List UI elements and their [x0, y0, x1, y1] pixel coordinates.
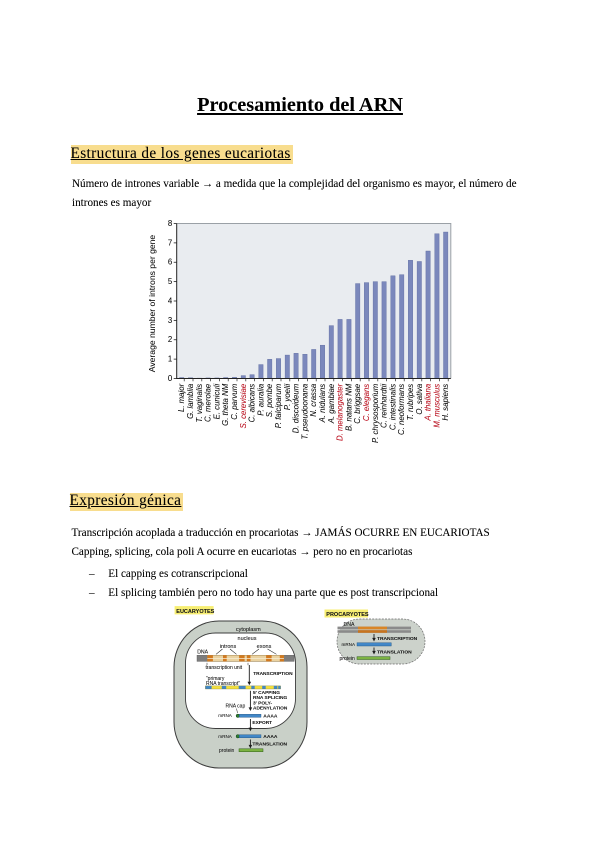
- svg-text:D. melanogaster: D. melanogaster: [336, 383, 345, 441]
- svg-text:“primary: “primary: [206, 676, 225, 682]
- svg-text:S. cerevisiae: S. cerevisiae: [239, 383, 248, 428]
- svg-text:TRANSLATION: TRANSLATION: [252, 742, 287, 748]
- svg-text:C. reinhardtii: C. reinhardtii: [380, 384, 389, 428]
- svg-text:exons: exons: [257, 644, 272, 650]
- svg-text:protein: protein: [219, 748, 235, 754]
- svg-text:G. lamblia: G. lamblia: [186, 383, 195, 419]
- svg-text:cytoplasm: cytoplasm: [236, 627, 261, 633]
- svg-text:7: 7: [168, 238, 172, 247]
- svg-text:3′ POLY-: 3′ POLY-: [253, 701, 273, 707]
- svg-text:0: 0: [168, 374, 173, 383]
- svg-text:T. vaginalis: T. vaginalis: [195, 384, 204, 423]
- svg-text:B. natans NM: B. natans NM: [344, 383, 353, 431]
- svg-text:PROCARYOTES: PROCARYOTES: [326, 612, 369, 618]
- svg-text:introns: introns: [220, 644, 237, 650]
- svg-text:C. neoformans: C. neoformans: [397, 384, 406, 435]
- svg-text:mRNA: mRNA: [342, 642, 356, 647]
- svg-text:N. crassa: N. crassa: [309, 383, 318, 417]
- svg-text:P. chrysosporium: P. chrysosporium: [371, 383, 380, 443]
- svg-text:C. briggsae: C. briggsae: [353, 383, 362, 424]
- svg-text:3: 3: [168, 316, 172, 325]
- svg-text:G. theta NM: G. theta NM: [221, 383, 230, 426]
- svg-text:S. pombe: S. pombe: [265, 383, 274, 417]
- svg-text:nucleus: nucleus: [238, 636, 257, 642]
- svg-text:mRNA: mRNA: [218, 734, 232, 739]
- svg-text:5: 5: [168, 277, 173, 286]
- svg-text:8: 8: [168, 219, 172, 228]
- svg-text:transcription unit: transcription unit: [206, 665, 243, 671]
- svg-text:A. thaliana: A. thaliana: [424, 383, 433, 422]
- svg-text:M. musculus: M. musculus: [432, 384, 441, 428]
- svg-text:C. albicans: C. albicans: [248, 384, 257, 423]
- svg-text:P. falciparum: P. falciparum: [274, 383, 283, 428]
- svg-text:P. auralia: P. auralia: [256, 383, 265, 416]
- svg-text:5′ CAPPING: 5′ CAPPING: [253, 690, 280, 696]
- svg-text:O. sativa: O. sativa: [415, 383, 424, 414]
- svg-text:RNA transcript”: RNA transcript”: [206, 681, 240, 687]
- svg-text:EXPORT: EXPORT: [252, 720, 272, 726]
- svg-text:A. gambiae: A. gambiae: [327, 383, 336, 424]
- svg-text:D. discoideum: D. discoideum: [292, 383, 301, 433]
- svg-text:C. merolae: C. merolae: [204, 383, 213, 422]
- svg-text:4: 4: [168, 296, 173, 305]
- svg-text:T. rubripes: T. rubripes: [406, 384, 415, 421]
- svg-text:RNA SPLICING: RNA SPLICING: [253, 695, 287, 701]
- svg-text:RNA cap: RNA cap: [226, 704, 246, 710]
- svg-text:ADENYLATION: ADENYLATION: [253, 706, 288, 712]
- svg-text:AAAA: AAAA: [263, 734, 278, 740]
- svg-text:P. yoelii: P. yoelii: [283, 384, 292, 411]
- svg-text:A. nidulans: A. nidulans: [318, 384, 327, 424]
- svg-text:1: 1: [168, 355, 172, 364]
- svg-text:H. sapiens: H. sapiens: [441, 384, 450, 421]
- svg-text:AAAA: AAAA: [263, 714, 278, 720]
- svg-text:mRNA: mRNA: [218, 713, 232, 718]
- svg-text:EUCARYOTES: EUCARYOTES: [176, 609, 214, 615]
- svg-text:L. major: L. major: [177, 383, 186, 412]
- svg-text:protein: protein: [340, 656, 356, 662]
- svg-text:TRANSLATION: TRANSLATION: [377, 650, 412, 656]
- svg-text:TRANSCRIPTION: TRANSCRIPTION: [377, 636, 418, 642]
- svg-text:C. intestinalis: C. intestinalis: [388, 384, 397, 430]
- svg-text:T. pseudoonana: T. pseudoonana: [300, 383, 309, 439]
- svg-text:Average number of introns per: Average number of introns per gene: [147, 235, 157, 373]
- svg-text:C. elegans: C. elegans: [362, 384, 371, 421]
- svg-text:C. parvum: C. parvum: [230, 383, 239, 419]
- svg-text:E. cuniculi: E. cuniculi: [212, 384, 221, 420]
- svg-text:TRANSCRIPTION: TRANSCRIPTION: [253, 671, 293, 677]
- svg-text:DNA: DNA: [344, 622, 355, 628]
- svg-text:6: 6: [168, 258, 172, 267]
- svg-text:DNA: DNA: [197, 650, 208, 656]
- svg-text:2: 2: [168, 335, 172, 344]
